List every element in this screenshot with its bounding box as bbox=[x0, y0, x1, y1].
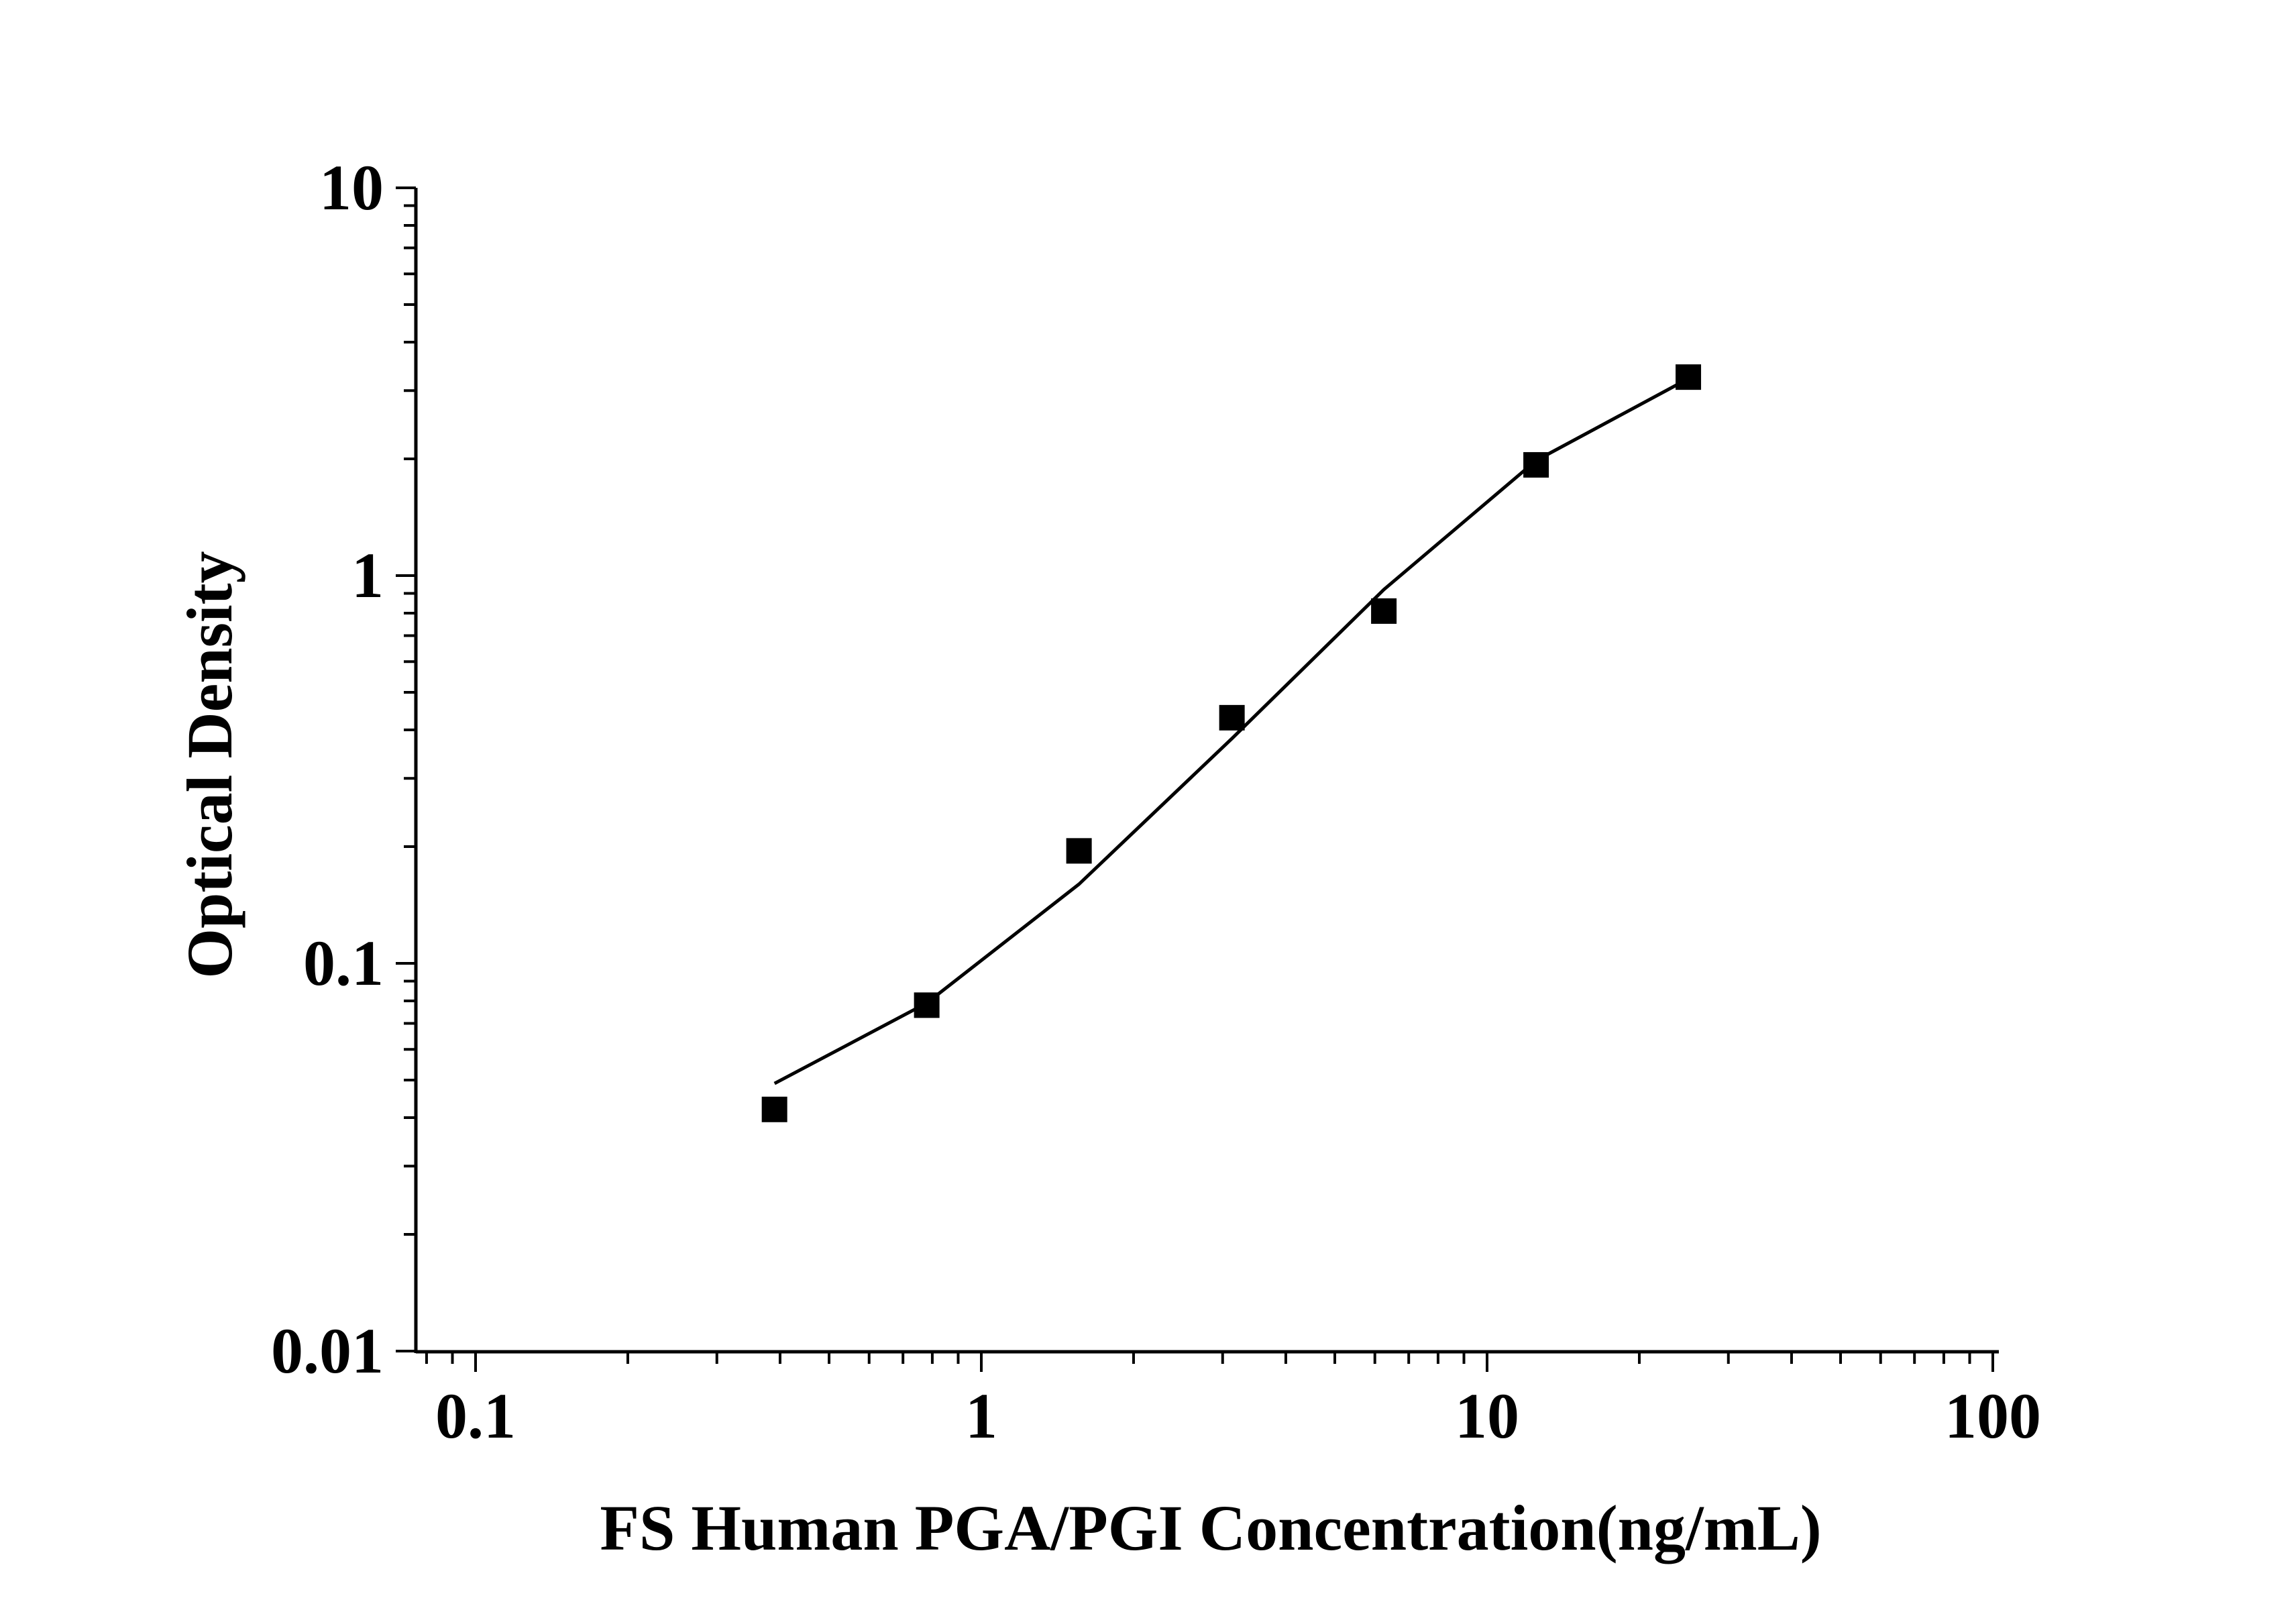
fit-curve-line bbox=[773, 377, 1690, 1085]
fit-curve-layer bbox=[773, 377, 1690, 1085]
x-tick-label: 100 bbox=[1945, 1380, 2041, 1452]
axes bbox=[414, 188, 1999, 1354]
axis-ticks: 0.1 1 10 100 0.01 0.1 1 10 bbox=[271, 152, 2041, 1452]
x-axis-title: FS Human PGA/PGI Concentration(ng/mL) bbox=[600, 1492, 1821, 1564]
y-tick-label: 0.01 bbox=[271, 1315, 384, 1387]
data-point bbox=[1219, 704, 1245, 731]
y-tick-label: 0.1 bbox=[303, 927, 384, 999]
data-point bbox=[1371, 598, 1397, 624]
data-point bbox=[761, 1096, 787, 1122]
data-point bbox=[914, 992, 940, 1018]
data-point bbox=[1066, 838, 1092, 864]
y-tick-label: 1 bbox=[351, 539, 384, 611]
data-points-layer bbox=[761, 364, 1702, 1122]
data-point bbox=[1523, 451, 1549, 478]
x-tick-label: 10 bbox=[1455, 1380, 1519, 1452]
x-tick-label: 1 bbox=[965, 1380, 997, 1452]
data-point bbox=[1676, 364, 1702, 390]
y-tick-label: 10 bbox=[319, 152, 384, 223]
x-tick-label: 0.1 bbox=[435, 1380, 516, 1452]
y-axis-title: Optical Density bbox=[174, 551, 245, 978]
